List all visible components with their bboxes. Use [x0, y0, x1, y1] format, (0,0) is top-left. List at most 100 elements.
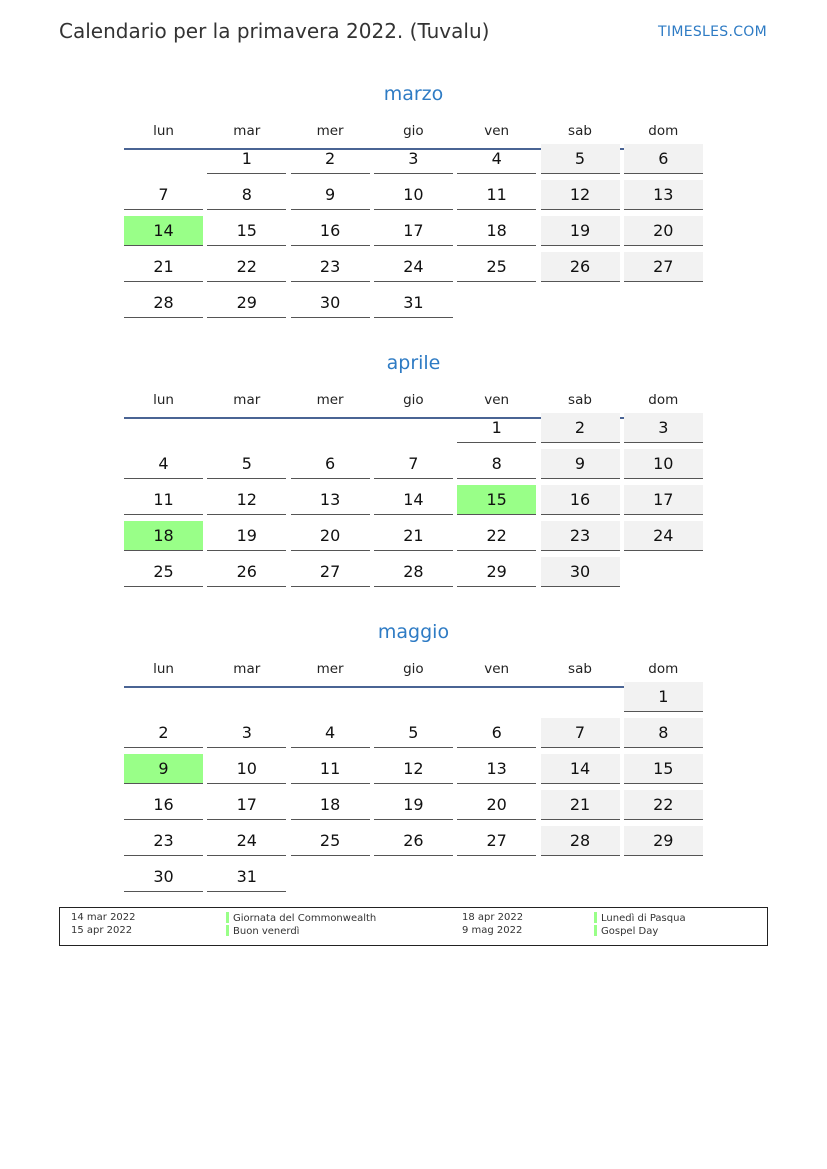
day-cell: 22	[207, 252, 287, 282]
weekday-header: gio	[403, 123, 424, 139]
day-cell: 17	[623, 484, 703, 515]
day-cell: 2	[290, 144, 370, 174]
day-cell: 16	[124, 790, 203, 820]
weekday-header: gio	[403, 661, 424, 677]
day-cell: 6	[457, 718, 537, 748]
day-cell: 9	[540, 448, 620, 479]
day-cell: 13	[290, 485, 370, 515]
weekday-header: mer	[316, 123, 344, 139]
weekday-header: sab	[568, 392, 592, 408]
day-cell: 17	[373, 216, 453, 246]
day-cell: 12	[207, 485, 287, 515]
day-cell: 27	[290, 557, 370, 587]
weekday-header: mer	[316, 661, 344, 677]
day-cell: 7	[373, 449, 453, 479]
day-cell: 11	[290, 754, 370, 784]
legend-item: Buon venerdì	[226, 925, 299, 937]
day-cell: 12	[373, 754, 453, 784]
day-cell: 18	[457, 216, 537, 246]
legend-item: Lunedì di Pasqua	[594, 912, 686, 924]
weekday-header: dom	[648, 123, 679, 139]
day-cell: 7	[124, 180, 203, 210]
weekday-header: lun	[153, 392, 174, 408]
day-cell: 3	[373, 144, 453, 174]
day-cell: 30	[124, 862, 203, 892]
day-cell: 19	[540, 215, 620, 246]
day-cell: 4	[290, 718, 370, 748]
legend-date: 14 mar 2022	[71, 912, 136, 923]
holiday-day-cell: 9	[124, 753, 203, 784]
day-cell: 10	[623, 448, 703, 479]
day-cell: 10	[207, 754, 287, 784]
day-cell: 4	[457, 144, 537, 174]
day-cell: 23	[290, 252, 370, 282]
day-cell: 30	[290, 288, 370, 318]
day-cell: 8	[457, 449, 537, 479]
day-cell: 6	[623, 144, 703, 174]
header-rule	[124, 686, 703, 688]
weekday-header: ven	[484, 123, 510, 139]
day-cell: 8	[207, 180, 287, 210]
weekday-header: mar	[233, 392, 261, 408]
day-cell: 12	[540, 179, 620, 210]
holiday-color-swatch	[226, 912, 229, 923]
legend-date: 18 apr 2022	[462, 912, 524, 923]
weekday-header: mer	[316, 392, 344, 408]
day-cell: 27	[457, 826, 537, 856]
header-rule	[124, 148, 703, 150]
day-cell: 26	[540, 251, 620, 282]
day-cell: 15	[623, 753, 703, 784]
day-cell: 4	[124, 449, 203, 479]
day-cell: 14	[373, 485, 453, 515]
holiday-day-cell: 14	[124, 215, 203, 246]
day-cell: 21	[373, 521, 453, 551]
day-cell: 17	[207, 790, 287, 820]
holiday-day-cell: 18	[124, 520, 203, 551]
day-cell: 31	[207, 862, 287, 892]
day-cell: 5	[207, 449, 287, 479]
day-cell: 24	[373, 252, 453, 282]
day-cell: 1	[623, 682, 703, 712]
header-rule	[124, 417, 703, 419]
day-cell: 9	[290, 180, 370, 210]
legend-holiday-name: Gospel Day	[601, 926, 659, 937]
day-cell: 25	[457, 252, 537, 282]
day-cell: 3	[207, 718, 287, 748]
legend-item: Giornata del Commonwealth	[226, 912, 376, 924]
day-cell: 27	[623, 251, 703, 282]
weekday-header: mar	[233, 123, 261, 139]
day-cell: 20	[290, 521, 370, 551]
day-cell: 29	[207, 288, 287, 318]
day-cell: 26	[207, 557, 287, 587]
weekday-header: dom	[648, 661, 679, 677]
day-cell: 11	[457, 180, 537, 210]
day-cell: 15	[207, 216, 287, 246]
day-cell: 19	[207, 521, 287, 551]
day-cell: 2	[540, 413, 620, 443]
day-cell: 20	[457, 790, 537, 820]
day-cell: 22	[457, 521, 537, 551]
weekday-header: lun	[153, 123, 174, 139]
day-cell: 8	[623, 717, 703, 748]
day-cell: 5	[540, 144, 620, 174]
day-cell: 16	[290, 216, 370, 246]
month-title: maggio	[377, 621, 450, 643]
day-cell: 26	[373, 826, 453, 856]
page-title: Calendario per la primavera 2022. (Tuval…	[59, 19, 490, 43]
weekday-header: sab	[568, 661, 592, 677]
holiday-color-swatch	[226, 925, 229, 936]
day-cell: 21	[124, 252, 203, 282]
day-cell: 6	[290, 449, 370, 479]
day-cell: 11	[124, 485, 203, 515]
legend-date: 15 apr 2022	[71, 925, 133, 936]
legend-holiday-name: Giornata del Commonwealth	[233, 913, 377, 924]
day-cell: 3	[623, 413, 703, 443]
day-cell: 13	[457, 754, 537, 784]
day-cell: 29	[623, 825, 703, 856]
weekday-header: gio	[403, 392, 424, 408]
month-title: aprile	[386, 352, 441, 374]
holiday-day-cell: 15	[457, 484, 537, 515]
day-cell: 21	[540, 789, 620, 820]
brand-link[interactable]: TIMESLES.COM	[658, 24, 767, 40]
day-cell: 31	[373, 288, 453, 318]
